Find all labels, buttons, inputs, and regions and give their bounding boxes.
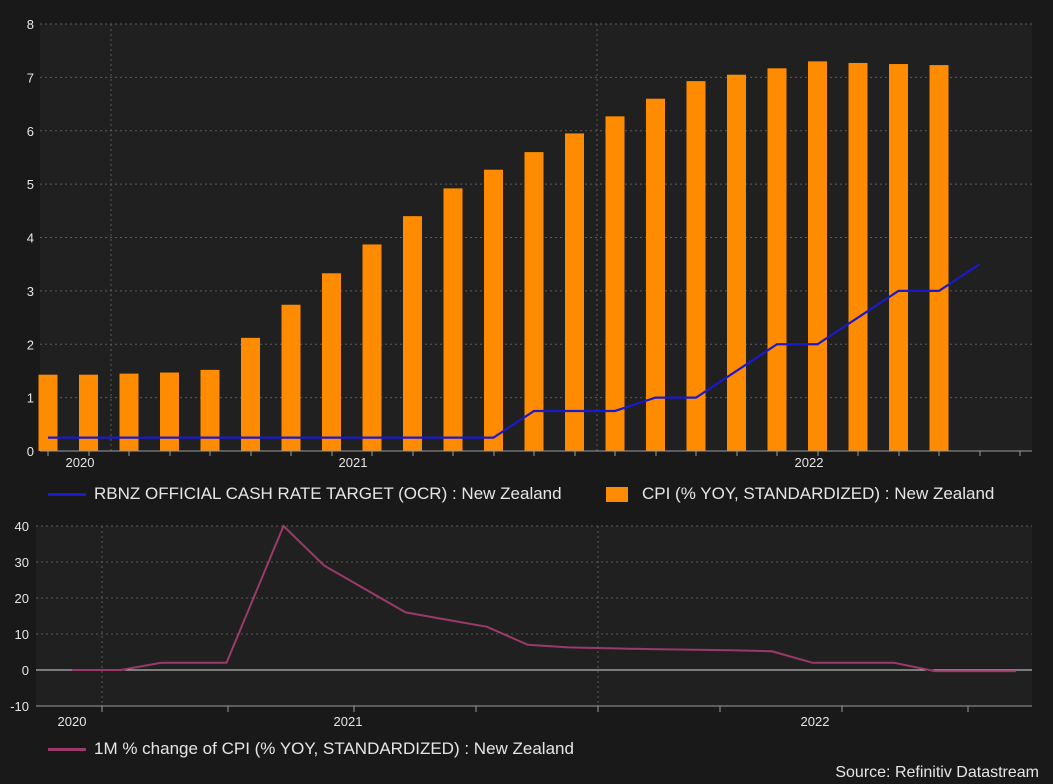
cpi-bar — [929, 65, 949, 451]
y-tick-label: 2 — [27, 337, 34, 352]
cpi-bar — [160, 372, 179, 451]
cpi-bar — [241, 337, 260, 451]
y-tick-label: 10 — [15, 627, 29, 642]
y-tick-label: 6 — [27, 124, 34, 139]
legend-ocr: RBNZ OFFICIAL CASH RATE TARGET (OCR) : N… — [48, 484, 562, 504]
y-tick-label: 0 — [27, 444, 34, 459]
ocr-line — [48, 263, 981, 439]
legend-cpi-label: CPI (% YOY, STANDARDIZED) : New Zealand — [642, 484, 995, 503]
y-tick-label: 30 — [15, 555, 29, 570]
legend-ocr-label: RBNZ OFFICIAL CASH RATE TARGET (OCR) : N… — [94, 484, 562, 503]
legend-mom-label: 1M % change of CPI (% YOY, STANDARDIZED)… — [94, 739, 574, 758]
y-tick-label: 0 — [22, 663, 29, 678]
legend-cpi-swatch — [606, 486, 628, 502]
legend-mom-swatch — [48, 747, 86, 751]
x-tick-label: 2021 — [334, 714, 363, 729]
cpi-bar — [403, 216, 422, 451]
y-tick-label: 1 — [27, 391, 34, 406]
x-tick-label: 2022 — [795, 455, 824, 470]
y-tick-label: -10 — [10, 699, 29, 714]
cpi-bar — [38, 374, 58, 451]
y-tick-label: 8 — [27, 17, 34, 32]
y-tick-label: 40 — [15, 519, 29, 534]
cpi-bar — [281, 304, 301, 451]
cpi-bar — [362, 244, 382, 451]
cpi-bar — [484, 169, 503, 451]
plot-area — [36, 526, 1032, 706]
x-tick-label: 2021 — [339, 455, 368, 470]
cpi-bar — [443, 188, 463, 451]
x-tick-label: 2020 — [66, 455, 95, 470]
bottom-panel: 40 30 20 10 0 -10 2020 2021 2022 — [10, 519, 1032, 729]
source-note: Source: Refinitiv Datastream — [835, 764, 1039, 781]
legend-mom: 1M % change of CPI (% YOY, STANDARDIZED)… — [48, 739, 574, 759]
x-tick-label: 2020 — [58, 714, 87, 729]
cpi-bar — [565, 133, 584, 451]
y-tick-label: 3 — [27, 284, 34, 299]
cpi-bar — [889, 64, 908, 451]
cpi-bar — [605, 116, 625, 452]
cpi-bar — [322, 273, 341, 451]
x-tick-label: 2022 — [801, 714, 830, 729]
y-tick-label: 5 — [27, 177, 34, 192]
y-tick-label: 4 — [27, 231, 34, 246]
top-panel: 0 1 2 3 4 5 6 7 8 2020 2021 2022 — [27, 17, 1032, 470]
cpi-bar — [727, 74, 746, 452]
legend-ocr-swatch — [48, 492, 86, 496]
cpi-bar — [808, 61, 827, 452]
y-tick-label: 7 — [27, 70, 34, 85]
cpi-bar — [646, 98, 665, 451]
mom-line — [71, 524, 1017, 673]
cpi-bar — [79, 374, 98, 451]
cpi-bar — [200, 369, 220, 451]
legend-cpi: CPI (% YOY, STANDARDIZED) : New Zealand — [606, 484, 994, 504]
cpi-bar — [767, 68, 787, 452]
cpi-bar — [524, 152, 544, 451]
cpi-bar — [119, 373, 139, 451]
y-tick-label: 20 — [15, 591, 29, 606]
cpi-bar — [686, 81, 706, 451]
cpi-bar — [848, 62, 868, 452]
